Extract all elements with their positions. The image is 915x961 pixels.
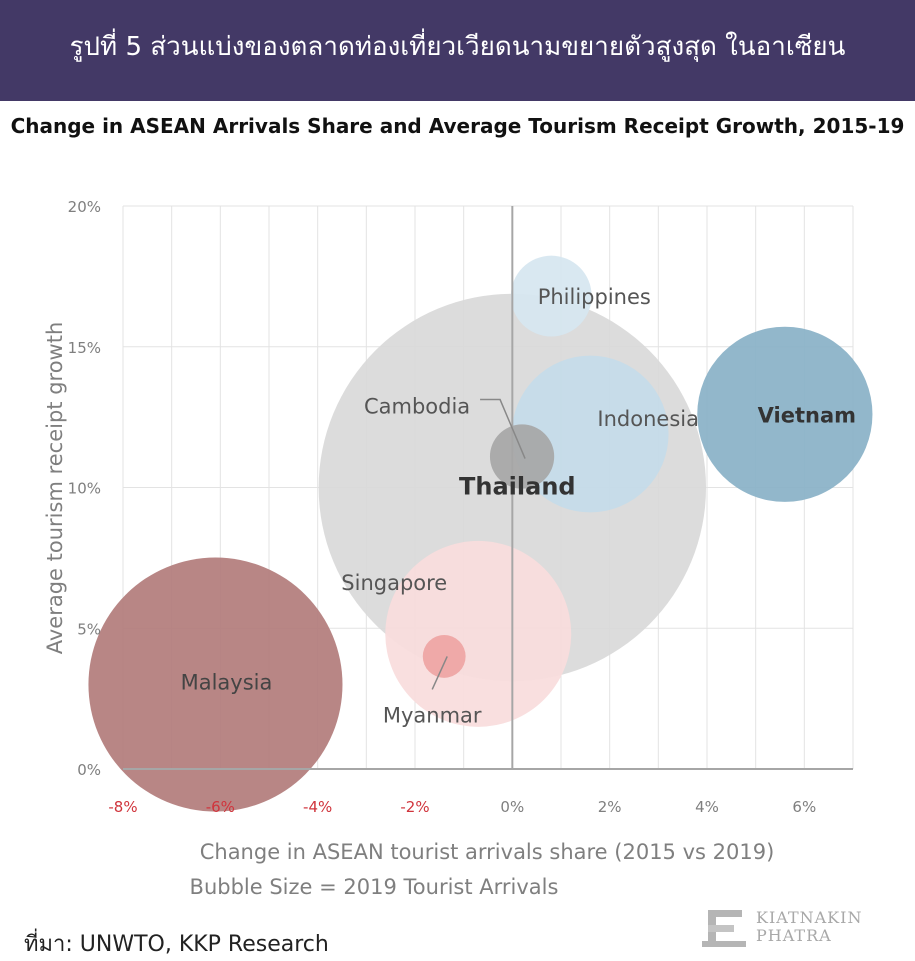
banner-title: รูปที่ 5 ส่วนแบ่งของตลาดท่องเที่ยวเวียดน… — [69, 32, 846, 62]
x-tick-label: -6% — [206, 798, 235, 816]
x-tick-label: 0% — [500, 798, 524, 816]
label-myanmar: Myanmar — [383, 703, 482, 727]
logo-mark-icon — [702, 910, 746, 947]
x-tick-label: -2% — [400, 798, 429, 816]
brand-logo: KIATNAKIN PHATRA — [700, 906, 900, 950]
x-tick-label: 6% — [792, 798, 816, 816]
source-note: ที่มา: UNWTO, KKP Research — [24, 932, 329, 957]
label-indonesia: Indonesia — [597, 407, 699, 431]
cambodia-leader-line — [480, 398, 526, 459]
label-philippines: Philippines — [538, 285, 651, 309]
bubble-cambodia — [489, 424, 555, 489]
header-banner: รูปที่ 5 ส่วนแบ่งของตลาดท่องเที่ยวเวียดน… — [0, 0, 915, 101]
y-tick-label: 15% — [68, 339, 101, 357]
x-tick-label: 2% — [598, 798, 622, 816]
label-cambodia: Cambodia — [364, 395, 470, 419]
bubble-vietnam — [697, 326, 873, 502]
myanmar-leader-line — [431, 656, 448, 690]
y-tick-label: 20% — [68, 198, 101, 216]
y-tick-label: 0% — [77, 761, 101, 779]
x-tick-label: 4% — [695, 798, 719, 816]
chart-title: Change in ASEAN Arrivals Share and Avera… — [10, 114, 905, 138]
y-axis-title: Average tourism receipt growth — [43, 322, 67, 655]
bubble-singapore — [385, 540, 572, 727]
y-tick-label: 5% — [77, 620, 101, 638]
label-malaysia: Malaysia — [181, 671, 273, 695]
bubble-myanmar — [422, 634, 466, 678]
y-tick-label: 10% — [68, 480, 101, 498]
bubble-size-note: Bubble Size = 2019 Tourist Arrivals — [190, 875, 559, 899]
x-tick-label: -8% — [108, 798, 137, 816]
bubble-philippines — [510, 255, 592, 337]
bubble-indonesia — [511, 355, 669, 513]
label-vietnam: Vietnam — [758, 403, 856, 427]
x-tick-label: -4% — [303, 798, 332, 816]
logo-line1: KIATNAKIN — [756, 908, 863, 927]
bubble-chart: 0% 5% 10% 15% 20% -8% -6% -4% -2% 0% 2% 4% 6% Thailan… — [43, 198, 873, 899]
bubble-malaysia — [88, 557, 343, 812]
logo-line2: PHATRA — [756, 926, 832, 945]
label-singapore: Singapore — [341, 571, 447, 595]
label-thailand: Thailand — [459, 473, 576, 501]
x-axis-title: Change in ASEAN tourist arrivals share (… — [200, 840, 775, 864]
